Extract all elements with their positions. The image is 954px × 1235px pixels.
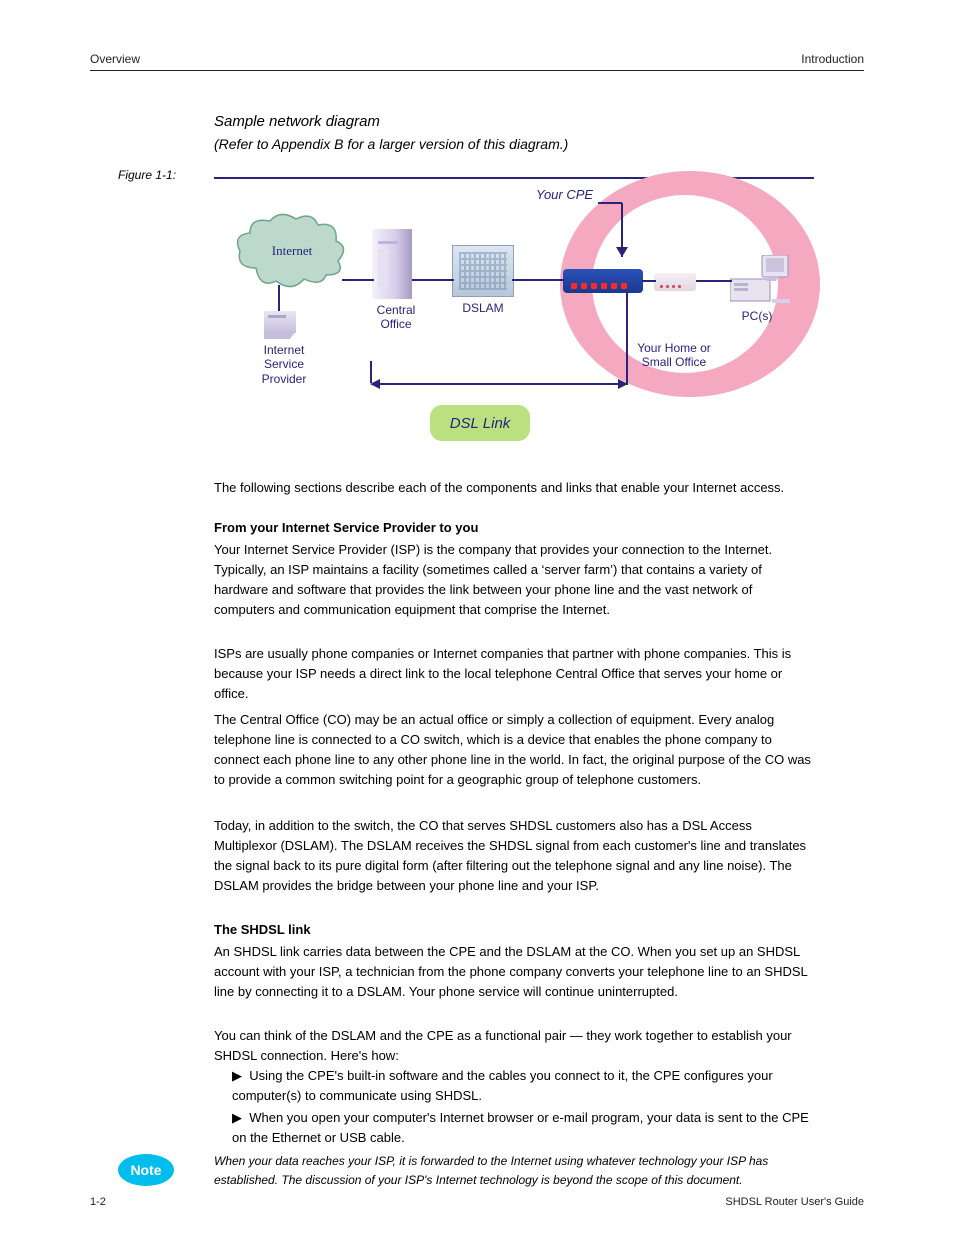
bullet1: ▶ Using the CPE's built-in software and … — [232, 1066, 814, 1106]
note-text: When your data reaches your ISP, it is f… — [214, 1152, 814, 1189]
isp-label: Internet ServiceProvider — [254, 343, 314, 386]
co-server-icon — [372, 229, 412, 299]
bullet2: ▶ When you open your computer's Internet… — [232, 1108, 814, 1148]
p2: Your Internet Service Provider (ISP) is … — [214, 540, 814, 621]
your-home-label: Your Home orSmall Office — [630, 341, 718, 370]
figure-note: (Refer to Appendix B for a larger versio… — [214, 136, 568, 152]
page-number: 1-2 — [90, 1194, 106, 1211]
wire-cpe-modem — [642, 280, 656, 282]
figure-caption: Sample network diagram — [214, 113, 380, 130]
p4: The Central Office (CO) may be an actual… — [214, 710, 814, 791]
doc-footer: SHDSL Router User's Guide — [725, 1194, 864, 1211]
dslam-label: DSLAM — [454, 301, 512, 315]
internet-label: Internet — [256, 243, 328, 259]
h-dsl: The SHDSL link — [214, 920, 814, 940]
wire-cloud-co — [342, 279, 374, 281]
wire-modem-pc — [696, 280, 732, 282]
header-rule — [90, 70, 864, 71]
wire-dslam-cpe — [512, 279, 564, 281]
p7: You can think of the DSLAM and the CPE a… — [214, 1026, 814, 1066]
overview-header: Overview — [90, 50, 140, 69]
dsl-link-pill: DSL Link — [430, 405, 530, 441]
p5: Today, in addition to the switch, the CO… — [214, 816, 814, 897]
p6: An SHDSL link carries data between the C… — [214, 942, 814, 1002]
dsl-right-tail — [626, 293, 628, 385]
pcs-label: PC(s) — [732, 309, 782, 323]
dsl-link-arrow — [370, 379, 628, 389]
pc-icon — [730, 255, 792, 312]
figure-caption-prefix: Figure 1-1: — [118, 166, 176, 185]
your-cpe-arrow — [598, 201, 634, 276]
your-cpe-label: Your CPE — [536, 187, 593, 202]
p3: ISPs are usually phone companies or Inte… — [214, 644, 814, 704]
co-label: Central Office — [360, 303, 432, 332]
intro-header: Introduction — [801, 50, 864, 69]
dsl-left-tail — [370, 361, 372, 383]
isp-small-server-icon — [264, 311, 296, 341]
wire-co-dslam — [412, 279, 454, 281]
network-diagram: Internet — [222, 185, 814, 460]
h-isp: From your Internet Service Provider to y… — [214, 518, 814, 538]
p1: The following sections describe each of … — [214, 478, 814, 498]
modem-icon — [654, 273, 696, 291]
note-oval: Note — [118, 1154, 174, 1186]
dslam-icon — [452, 245, 512, 295]
